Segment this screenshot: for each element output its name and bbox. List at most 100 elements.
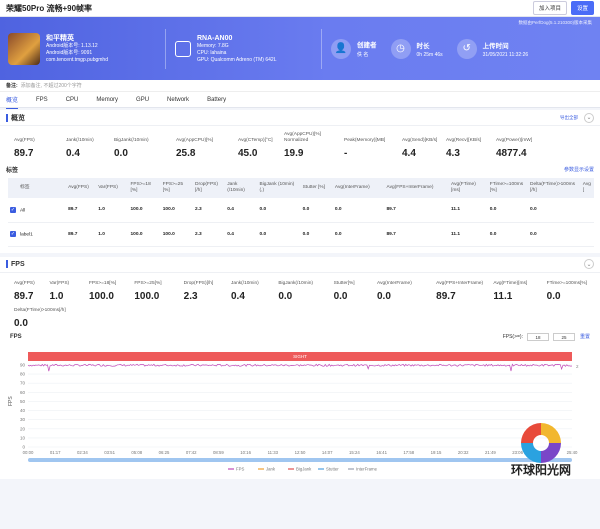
- fps-stats: Avg(FPS) 89.7 Var(FPS) 1.0 FPS>=18[%] 100.0 FP…: [0, 273, 600, 329]
- export-all-link[interactable]: 导出全部: [560, 114, 578, 120]
- stat-label: Jank(/10min): [231, 280, 259, 286]
- checkbox[interactable]: ✓: [10, 206, 16, 213]
- stat-label: Var(FPS): [49, 280, 70, 286]
- notes-bar[interactable]: 备注: 添加备注, 不超过200个字符: [0, 80, 600, 92]
- y-tick-label: 40: [20, 408, 26, 413]
- tab-fps[interactable]: FPS: [36, 96, 48, 103]
- tab-cpu[interactable]: CPU: [65, 96, 79, 103]
- fps-filter-input-2[interactable]: 25: [552, 332, 575, 341]
- stat-label: BigJank(/10min): [114, 138, 149, 143]
- upload-value: 31/05/2021 11:32:26: [482, 51, 529, 58]
- table-cell: 0.0: [332, 222, 385, 247]
- stat-value: 19.9: [284, 148, 304, 159]
- column-header[interactable]: Avg(FTime) [ms]: [451, 182, 476, 193]
- creator-label: 创建者: [357, 42, 377, 49]
- overview-stat: Avg(FPS) 89.7: [14, 132, 66, 159]
- stat-value: 100.0: [88, 290, 114, 302]
- notes-input[interactable]: 添加备注, 不超过200个字符: [20, 83, 82, 89]
- table-cell: 0.4: [225, 198, 258, 223]
- column-header[interactable]: Var(FPS): [98, 185, 118, 190]
- game-info: 和平精英 Android版本号: 1.13.12 Android版本号: 909…: [46, 34, 156, 64]
- column-header[interactable]: FPS>=18 [%]: [130, 182, 151, 193]
- stat-label: Avg(FTime)[ms]: [493, 280, 528, 286]
- stat-label: Avg(FPS): [14, 280, 35, 286]
- stat-label: FPS>=25[%]: [134, 280, 162, 286]
- tab-battery[interactable]: Battery: [207, 96, 227, 103]
- row-label: All: [20, 207, 26, 213]
- chevron-down-icon[interactable]: ⌄: [584, 259, 594, 269]
- tab-memory[interactable]: Memory: [96, 96, 119, 103]
- column-header[interactable]: Avg(FPS+InterFrame): [386, 185, 434, 190]
- table-cell: 1.0: [96, 198, 129, 223]
- row-label-cell: ✓ label1: [8, 222, 67, 247]
- fps-filter-label: FPS(>=):: [502, 333, 523, 340]
- section-marker: [6, 260, 8, 268]
- y-tick-label: 10: [20, 435, 26, 440]
- creator-value: 佚 名: [357, 52, 369, 58]
- table-cell: 0.0: [487, 222, 529, 247]
- column-header[interactable]: Avg(InterFrame): [334, 185, 370, 190]
- column-header[interactable]: FPS>=25 [%]: [162, 182, 184, 193]
- column-header[interactable]: Stutter [%]: [302, 185, 325, 190]
- fps-filter: FPS(>=): 18 25 重置: [502, 332, 590, 341]
- column-header[interactable]: BigJank (10min)(,): [259, 182, 295, 193]
- column-header[interactable]: FTime>=100ms [%]: [489, 182, 524, 193]
- stat-label: BigJank(/10min): [278, 280, 314, 286]
- table-row[interactable]: ✓ All 89.7 1.0 100.0 100.0 2.3 0.4 0.0 0.0 0.0 89.7…: [8, 198, 594, 223]
- legend-label: Stutter: [326, 466, 339, 471]
- column-header[interactable]: Avg(FPS): [68, 185, 89, 190]
- legend-label: Jank: [266, 466, 276, 471]
- chevron-down-icon[interactable]: ⌄: [584, 112, 594, 123]
- table-cell: 11.1: [449, 198, 488, 223]
- y-tick-label: 80: [20, 371, 26, 376]
- stat-label: Stutter[%]: [333, 280, 355, 286]
- checkbox[interactable]: ✓: [10, 230, 16, 237]
- overview-stat: Avg(Send)[KB/s] 4.4: [402, 132, 446, 159]
- stat-value: 0.0: [546, 290, 561, 302]
- watermark-text: 环球阳光网: [511, 462, 571, 477]
- fps-filter-input-1[interactable]: 18: [526, 332, 549, 341]
- table-cell: 100.0: [128, 222, 161, 247]
- stat-label: Avg(Power)[mW]: [496, 138, 533, 143]
- column-header[interactable]: Jank (/10min): [227, 182, 245, 193]
- fps-stat: FPS>=18[%] 100.0: [89, 279, 134, 302]
- game-name: 和平精英: [46, 34, 74, 42]
- label-strip[interactable]: SIGHT: [28, 351, 572, 361]
- table-cell: 0.0: [257, 222, 301, 247]
- range-scrollbar-thumb: [28, 457, 572, 462]
- x-tick-label: 03:51: [104, 450, 115, 455]
- column-header[interactable]: Delta(FTime)>100ms [/h]: [530, 182, 576, 193]
- duration-value: 0h 25m 46s: [416, 51, 443, 58]
- column-header[interactable]: 标签: [20, 185, 30, 190]
- fps-stat: FPS>=25[%] 100.0: [134, 279, 183, 302]
- creator-card: 👤 创建者佚 名: [331, 38, 377, 59]
- legend-label: BigJank: [296, 466, 312, 471]
- stat-value: 100.0: [134, 290, 160, 302]
- reset-button[interactable]: 重置: [579, 334, 590, 340]
- table-cell: 0.0: [257, 198, 301, 223]
- x-tick-label: 05:08: [131, 450, 142, 455]
- tab-gpu[interactable]: GPU: [136, 96, 150, 103]
- fps-line-chart[interactable]: 90 80 70 60 50 40 30 20 10 0 FPS 00:00 01:17 02:34 03:…: [0, 361, 600, 479]
- row-label-cell: ✓ All: [8, 198, 67, 223]
- overview-stat: Avg(CTemp)[°C] 45.0: [238, 132, 284, 159]
- column-header[interactable]: Drop(FPS) [/h]: [195, 182, 218, 193]
- overview-panel: 概览 导出全部 ⌄ Avg(FPS) 89.7 Jank(/10min) 0.4 Big…: [0, 110, 600, 253]
- x-tick-label: 19:15: [431, 450, 442, 455]
- table-row[interactable]: ✓ label1 89.7 1.0 100.0 100.0 2.3 0.4 0.0 0.0 0.0 8…: [8, 222, 594, 247]
- tab-overview[interactable]: 概览: [6, 91, 19, 109]
- tab-network[interactable]: Network: [167, 96, 190, 103]
- stat-value: -: [344, 148, 348, 159]
- fps-stat: Avg(FPS+InterFrame) 89.7: [436, 279, 493, 302]
- column-header[interactable]: Avg [: [582, 182, 591, 193]
- fps-stat: Stutter[%] 0.0: [334, 279, 377, 302]
- fps-stat: Avg(InterFrame) 0.0: [377, 279, 436, 302]
- display-settings-link[interactable]: 参数显示设置: [563, 167, 594, 173]
- stat-label: Avg(AppCPU)[%]: [176, 138, 213, 143]
- stat-value: 2.3: [183, 290, 198, 302]
- session-header: 和平精英 Android版本号: 1.13.12 Android版本号: 909…: [0, 17, 600, 80]
- join-project-button[interactable]: 加入项目: [532, 1, 567, 15]
- fps-stat: Delta(FTime)>100ms[/h] 0.0: [14, 306, 94, 329]
- overview-stat: Avg(AppCPU)[%] Normalized 19.9: [284, 132, 344, 159]
- settings-button[interactable]: 设置: [570, 1, 594, 15]
